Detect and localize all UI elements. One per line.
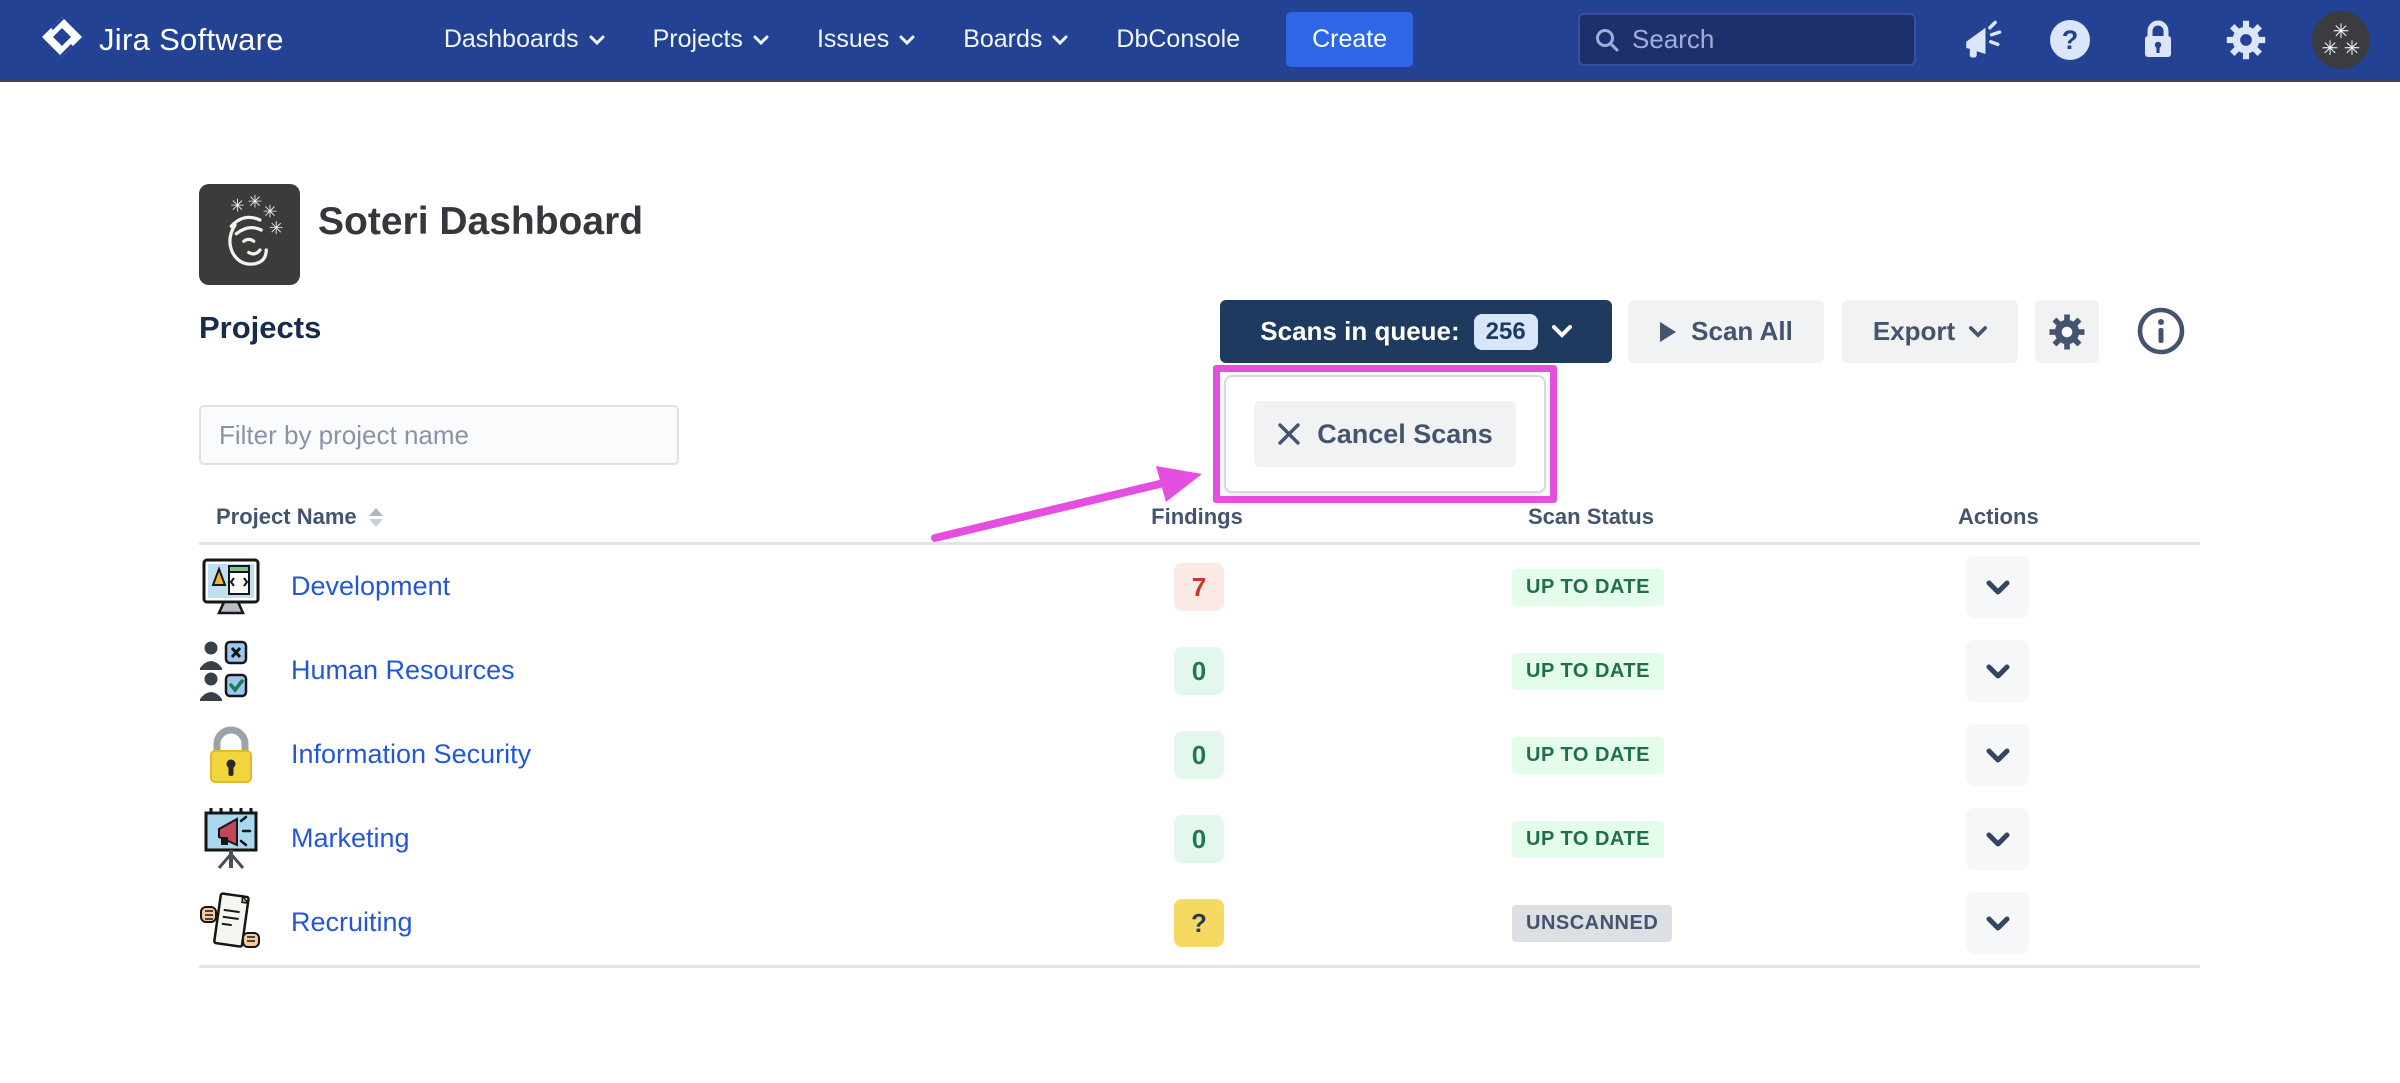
navbar-right: ? ✳ ✳ ✳ xyxy=(1578,10,2370,69)
nav-issues[interactable]: Issues xyxy=(817,25,915,54)
brand-label: Jira Software xyxy=(99,21,284,57)
top-navbar: Jira Software Dashboards Projects Issues… xyxy=(0,0,2400,82)
row-actions-button[interactable] xyxy=(1966,556,2029,618)
svg-text:?: ? xyxy=(2062,25,2079,55)
queue-dropdown-panel: Cancel Scans xyxy=(1224,375,1546,493)
findings-badge: 0 xyxy=(1154,815,1244,863)
findings-badge: ? xyxy=(1154,899,1244,947)
billboard-icon xyxy=(199,807,263,871)
project-link[interactable]: Human Resources xyxy=(291,655,515,685)
development-monitor-icon xyxy=(199,555,263,619)
jira-logo-icon xyxy=(40,15,84,64)
table-body: Development 7 UP TO DATE xyxy=(199,545,2200,968)
main-nav: Dashboards Projects Issues Boards DbCons… xyxy=(444,25,1240,54)
export-button[interactable]: Export xyxy=(1842,300,2018,363)
svg-text:✳: ✳ xyxy=(2333,21,2350,43)
table-row: Information Security 0 UP TO DATE xyxy=(199,713,2200,797)
info-icon xyxy=(2137,307,2185,355)
svg-text:✳: ✳ xyxy=(2344,38,2361,60)
chevron-down-icon xyxy=(1969,325,1988,338)
project-link[interactable]: Recruiting xyxy=(291,907,413,937)
chevron-down-icon xyxy=(1986,580,2009,594)
row-actions-button[interactable] xyxy=(1966,892,2029,954)
row-actions-button[interactable] xyxy=(1966,808,2029,870)
search-icon xyxy=(1596,28,1619,51)
cancel-scans-button[interactable]: Cancel Scans xyxy=(1254,401,1516,467)
search-input[interactable] xyxy=(1632,24,1872,55)
lock-icon[interactable] xyxy=(2136,18,2180,62)
status-badge: UP TO DATE xyxy=(1512,821,1664,858)
row-actions-button[interactable] xyxy=(1966,724,2029,786)
svg-text:✳: ✳ xyxy=(230,195,245,215)
nav-dashboards[interactable]: Dashboards xyxy=(444,25,605,54)
scan-all-button[interactable]: Scan All xyxy=(1628,300,1824,363)
resume-icon xyxy=(199,891,263,955)
close-icon xyxy=(1278,423,1300,445)
table-row: Recruiting ? UNSCANNED xyxy=(199,881,2200,965)
project-link[interactable]: Development xyxy=(291,571,451,601)
chevron-down-icon xyxy=(1986,916,2009,930)
sort-icon[interactable] xyxy=(368,507,383,527)
megaphone-icon[interactable] xyxy=(1960,18,2004,62)
chevron-down-icon xyxy=(1052,35,1068,45)
svg-text:✳: ✳ xyxy=(247,195,262,212)
column-findings: Findings xyxy=(1151,504,1243,529)
main-content: ✳ ✳ ✳ ✳ Soteri Dashboard Projects Scans … xyxy=(0,82,2400,1083)
scans-in-queue-label: Scans in queue: xyxy=(1260,316,1460,346)
soteri-app-logo: ✳ ✳ ✳ ✳ xyxy=(199,184,300,285)
scans-in-queue-button[interactable]: Scans in queue: 256 xyxy=(1220,300,1612,363)
padlock-icon xyxy=(199,723,263,787)
projects-heading: Projects xyxy=(199,310,322,345)
gear-icon[interactable] xyxy=(2224,18,2268,62)
table-header: Project Name Findings Scan Status Action… xyxy=(199,502,2200,545)
svg-text:✳: ✳ xyxy=(268,217,283,237)
projects-table: Project Name Findings Scan Status Action… xyxy=(199,502,2200,968)
chevron-down-icon xyxy=(899,35,915,45)
row-actions-button[interactable] xyxy=(1966,640,2029,702)
status-badge: UP TO DATE xyxy=(1512,653,1664,690)
table-row: Marketing 0 UP TO DATE xyxy=(199,797,2200,881)
info-button[interactable] xyxy=(2136,306,2186,356)
chevron-down-icon xyxy=(1986,664,2009,678)
nav-boards[interactable]: Boards xyxy=(963,25,1068,54)
nav-dbconsole[interactable]: DbConsole xyxy=(1116,25,1241,53)
play-icon xyxy=(1660,321,1677,342)
jira-brand[interactable]: Jira Software xyxy=(40,15,284,64)
svg-text:✳: ✳ xyxy=(2322,38,2339,60)
create-button[interactable]: Create xyxy=(1286,12,1414,67)
findings-badge: 0 xyxy=(1154,647,1244,695)
project-link[interactable]: Marketing xyxy=(291,823,410,853)
status-badge: UNSCANNED xyxy=(1512,905,1673,942)
project-filter-input[interactable] xyxy=(199,405,679,465)
findings-badge: 0 xyxy=(1154,731,1244,779)
project-link[interactable]: Information Security xyxy=(291,739,532,769)
svg-text:✳: ✳ xyxy=(262,201,277,221)
chevron-down-icon xyxy=(753,35,769,45)
chevron-down-icon xyxy=(1986,832,2009,846)
nav-projects[interactable]: Projects xyxy=(653,25,769,54)
settings-gear-button[interactable] xyxy=(2035,300,2099,363)
chevron-down-icon xyxy=(589,35,605,45)
soteri-avatar[interactable]: ✳ ✳ ✳ xyxy=(2312,10,2370,69)
findings-badge: 7 xyxy=(1154,563,1244,611)
table-row: Human Resources 0 UP TO DATE xyxy=(199,629,2200,713)
chevron-down-icon xyxy=(1986,748,2009,762)
table-row: Development 7 UP TO DATE xyxy=(199,545,2200,629)
gear-icon xyxy=(2049,314,2085,349)
page-title: Soteri Dashboard xyxy=(318,200,644,243)
chevron-down-icon xyxy=(1551,325,1572,338)
help-icon[interactable]: ? xyxy=(2048,18,2092,62)
navbar-search[interactable] xyxy=(1578,13,1916,66)
queue-count-badge: 256 xyxy=(1473,313,1538,350)
status-badge: UP TO DATE xyxy=(1512,569,1664,606)
status-badge: UP TO DATE xyxy=(1512,737,1664,774)
human-resources-icon xyxy=(199,639,263,703)
column-scan-status: Scan Status xyxy=(1528,504,1654,529)
column-actions: Actions xyxy=(1958,504,2039,529)
column-project-name[interactable]: Project Name xyxy=(216,504,383,530)
